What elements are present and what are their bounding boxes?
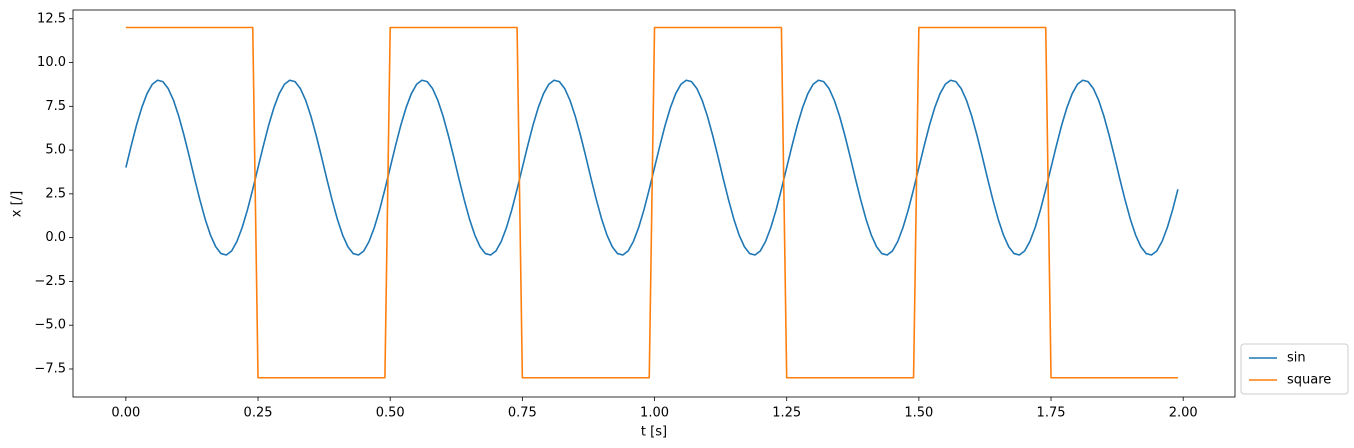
y-tick-label: 5.0	[45, 143, 66, 158]
axes-frame	[72, 9, 1236, 398]
y-tick-label: 12.5	[37, 11, 66, 26]
y-tick-label: −5.0	[34, 318, 66, 333]
x-tick-label: 1.25	[772, 406, 801, 421]
x-tick-label: 0.00	[111, 406, 140, 421]
y-tick-label: 7.5	[45, 99, 66, 114]
x-tick-label: 1.50	[904, 406, 933, 421]
line-series	[125, 26, 1178, 379]
x-tick-label: 0.25	[244, 406, 273, 421]
x-tick-label: 1.00	[640, 406, 669, 421]
y-tick-label: 10.0	[37, 55, 66, 70]
y-tick-label: −7.5	[34, 361, 66, 376]
y-tick-label: 0.0	[45, 230, 66, 245]
legend-box	[1240, 343, 1349, 395]
y-axis-label: x [/]	[10, 191, 25, 217]
x-axis-label: t [s]	[641, 425, 667, 440]
x-tick-label: 0.50	[376, 406, 405, 421]
legend-label: sin	[1287, 351, 1306, 366]
y-tick-label: −2.5	[34, 274, 66, 289]
x-tick-label: 2.00	[1169, 406, 1198, 421]
y-tick-label: 2.5	[45, 186, 66, 201]
legend-label: square	[1287, 373, 1331, 388]
x-tick-label: 1.75	[1037, 406, 1066, 421]
x-tick-label: 0.75	[508, 406, 537, 421]
